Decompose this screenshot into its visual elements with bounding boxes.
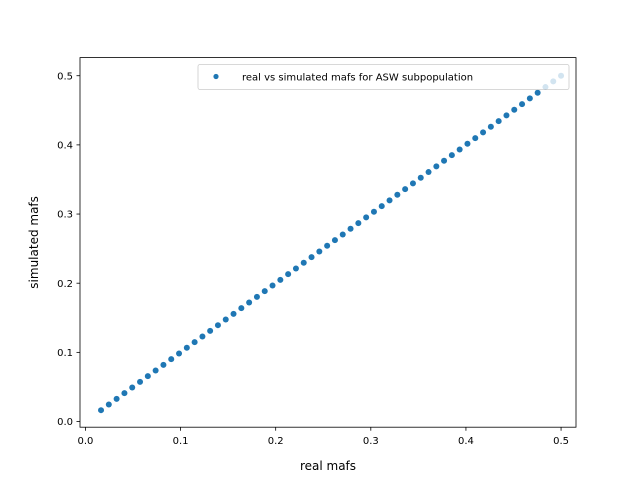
data-point [222,316,229,323]
data-point [292,265,299,272]
data-point [261,288,268,295]
data-point [105,401,112,408]
data-point [144,373,151,380]
x-tick-label: 0.1 [173,436,189,447]
data-point [113,395,120,402]
x-tick-label: 0.3 [363,436,379,447]
data-point [137,378,144,385]
data-point [503,112,510,119]
data-point [207,327,214,334]
data-point [191,339,198,346]
data-point [495,118,502,125]
data-point [121,390,128,397]
x-tick-label: 0.0 [77,436,93,447]
data-point [331,237,338,244]
data-point [534,89,541,96]
data-point [277,276,284,283]
data-point [176,350,183,357]
data-point [464,140,471,147]
data-point [417,174,424,181]
data-point [129,384,136,391]
data-point [519,101,526,108]
y-tick-label: 0.1 [57,348,73,359]
y-axis-label: simulated mafs [27,196,41,289]
data-point [370,208,377,215]
data-point [355,220,362,227]
data-point [285,271,292,278]
data-point [183,344,190,351]
data-point [253,293,260,300]
legend-marker [213,73,219,80]
data-point [487,123,494,130]
data-point [394,191,401,198]
legend-box [197,64,570,90]
data-point [441,157,448,164]
data-point [308,254,315,261]
data-point [98,407,105,414]
data-point [160,361,167,368]
data-point [168,356,175,363]
x-tick-label: 0.4 [458,436,474,447]
data-point [472,135,479,142]
x-tick-label: 0.5 [553,436,569,447]
data-point [339,231,346,238]
x-tick-label: 0.2 [268,436,284,447]
y-tick-label: 0.0 [57,417,73,428]
data-point [448,152,455,159]
data-point [269,282,276,289]
data-point [526,95,533,102]
legend-label: real vs simulated mafs for ASW subpopula… [242,73,473,84]
data-point [386,197,393,204]
y-tick-label: 0.5 [57,71,73,82]
data-point [347,225,354,232]
y-tick-label: 0.4 [57,140,73,151]
data-point [300,259,307,266]
data-point [324,242,331,249]
data-point [199,333,206,340]
data-point [230,310,237,317]
data-point [214,322,221,329]
y-tick-label: 0.3 [57,210,73,221]
data-point [152,367,159,374]
data-point [363,214,370,221]
data-point [409,180,416,187]
data-point [456,146,463,153]
legend: real vs simulated mafs for ASW subpopula… [197,64,570,90]
data-point [480,129,487,136]
data-point [511,106,518,113]
x-axis-label: real mafs [300,459,356,473]
data-point [433,163,440,170]
data-point [238,305,245,312]
data-point [425,169,432,176]
data-point [402,186,409,193]
plot-area-frame [79,57,577,428]
y-tick-label: 0.2 [57,279,73,290]
y-axis-ticks: 0.0 0.1 0.2 0.3 0.4 0.5 [57,71,80,428]
data-point [246,299,253,306]
data-point [316,248,323,255]
x-axis-ticks: 0.0 0.1 0.2 0.3 0.4 0.5 [77,427,569,447]
data-point [378,203,385,210]
data-points [98,72,565,414]
